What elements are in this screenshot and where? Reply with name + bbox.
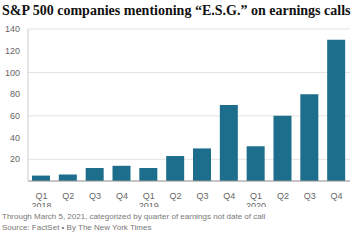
svg-text:Q1: Q1 — [143, 191, 155, 201]
svg-text:Q4: Q4 — [223, 191, 235, 201]
svg-text:60: 60 — [10, 111, 20, 121]
svg-text:Q2: Q2 — [62, 191, 74, 201]
svg-text:40: 40 — [10, 133, 20, 143]
svg-text:Q4: Q4 — [116, 191, 128, 201]
svg-text:Q4: Q4 — [331, 191, 343, 201]
svg-text:2020: 2020 — [246, 201, 266, 207]
svg-text:120: 120 — [8, 46, 20, 56]
svg-text:Q1: Q1 — [250, 191, 262, 201]
svg-text:Q3: Q3 — [304, 191, 316, 201]
svg-text:2018: 2018 — [31, 201, 51, 207]
svg-text:Q2: Q2 — [170, 191, 182, 201]
html-text:Through March 5, 2021, categor: Through March 5, 2021, categorized by qu… — [2, 212, 266, 221]
svg-text:80: 80 — [10, 89, 20, 99]
svg-text:Q2: Q2 — [277, 191, 289, 201]
svg-text:Q1: Q1 — [35, 191, 47, 201]
html-text:Source: FactSet • By The New Y: Source: FactSet • By The New York Times — [2, 223, 152, 232]
html-text:S&P 500 companies mentioning “: S&P 500 companies mentioning “E.S.G.” on… — [2, 3, 351, 18]
svg-text:Q3: Q3 — [89, 191, 101, 201]
svg-text:100: 100 — [8, 68, 20, 78]
svg-text:140: 140 — [8, 24, 20, 34]
svg-text:2019: 2019 — [139, 201, 159, 207]
svg-text:20: 20 — [10, 154, 20, 164]
svg-text:Q3: Q3 — [196, 191, 208, 201]
